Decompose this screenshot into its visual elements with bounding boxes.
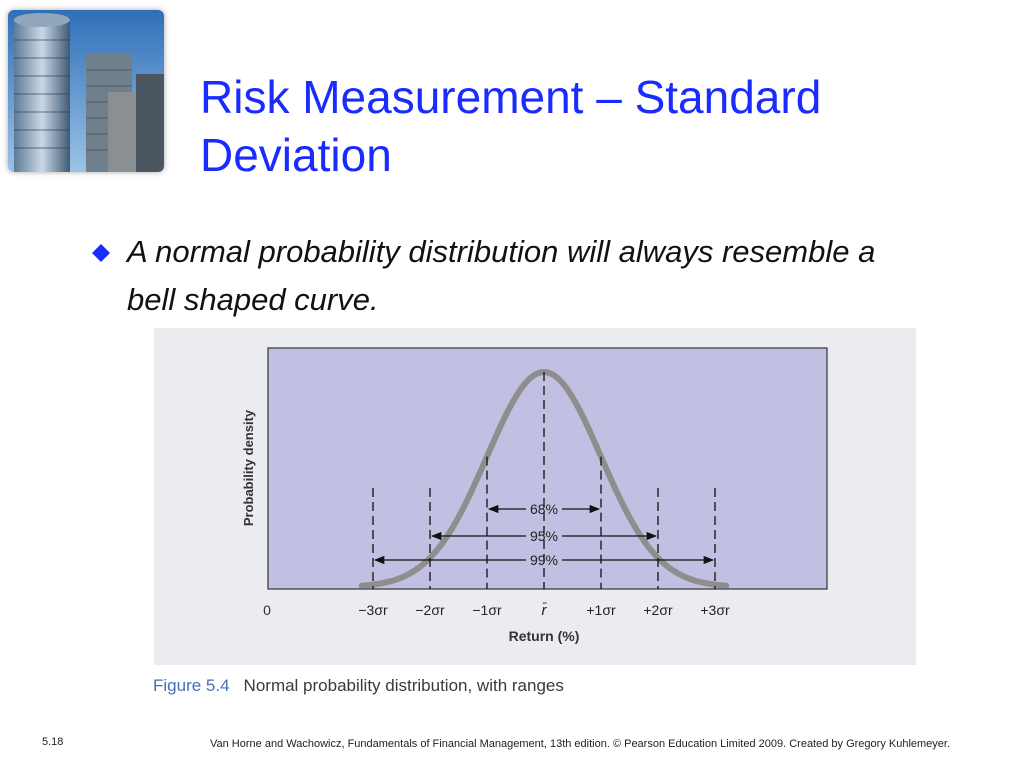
range-label: 99%	[530, 552, 558, 568]
x-tick-label: +1σr	[586, 602, 616, 618]
footer-credit: Van Horne and Wachowicz, Fundamentals of…	[210, 738, 951, 750]
y-axis-label: Probability density	[241, 409, 256, 526]
x-tick-label: +3σr	[700, 602, 730, 618]
x-origin-label: 0	[263, 602, 271, 618]
building-illustration	[8, 10, 164, 172]
figure-caption: Figure 5.4 Normal probability distributio…	[153, 676, 564, 696]
normal-distribution-chart: 68% 95% 99% −3σr −2σr −1σr +1σr +2σr +3σr r̄ Prob…	[241, 347, 828, 644]
slide-number: 5.18	[42, 736, 64, 748]
building-photo	[8, 10, 164, 172]
slide-title: Risk Measurement – Standard Deviation	[200, 71, 822, 181]
plot-area	[267, 347, 828, 590]
range-label: 95%	[530, 528, 558, 544]
range-label: 68%	[530, 501, 558, 517]
x-tick-label: −1σr	[472, 602, 502, 618]
diamond-bullet-icon	[92, 244, 110, 262]
figure-caption-text: Normal probability distribution, with ra…	[243, 676, 564, 695]
x-tick-label: −3σr	[358, 602, 388, 618]
figure-panel: 68% 95% 99% −3σr −2σr −1σr +1σr +2σr +3σr r̄ Prob…	[154, 328, 916, 665]
x-tick-label: +2σr	[643, 602, 673, 618]
figure-number: Figure 5.4	[153, 676, 230, 695]
bullet-text: A normal probability distribution will a…	[127, 234, 876, 317]
x-tick-label: −2σr	[415, 602, 445, 618]
x-axis-label: Return (%)	[509, 628, 580, 644]
mean-tick-label: r̄	[542, 602, 548, 619]
